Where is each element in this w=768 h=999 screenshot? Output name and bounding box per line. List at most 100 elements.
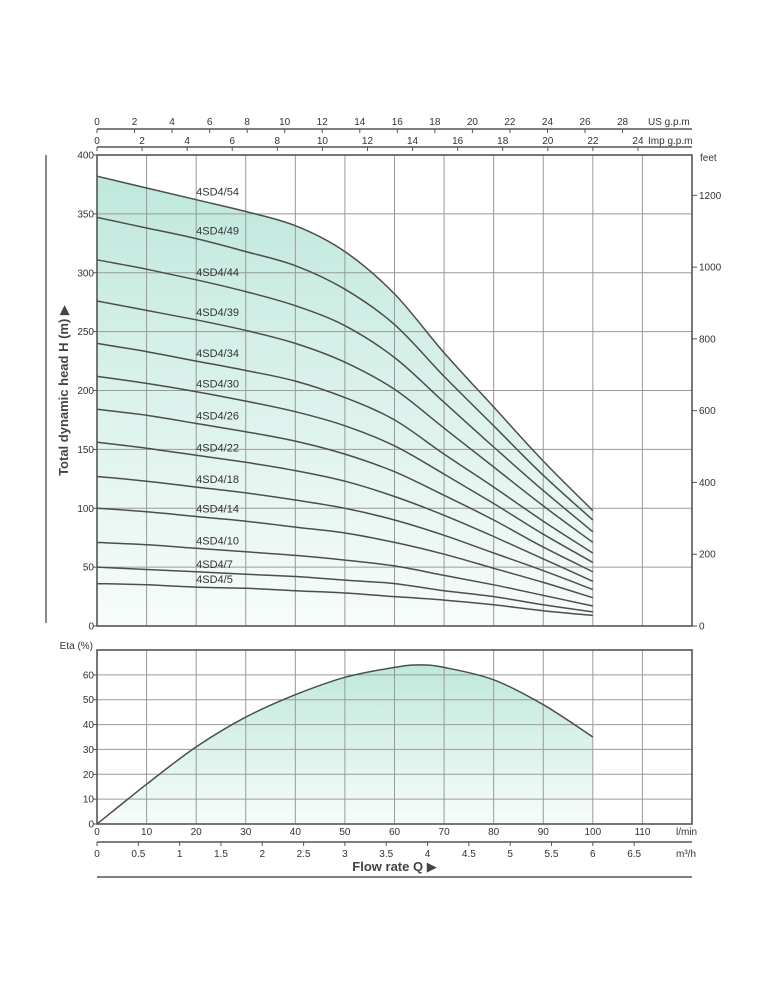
top-axis-tick-label: 10 (317, 136, 329, 147)
top-axis-tick-label: 24 (632, 136, 644, 147)
top-axis-tick-label: 20 (542, 136, 554, 147)
lmin-tick-label: 10 (141, 827, 153, 838)
top-axis-tick-label: 12 (362, 136, 374, 147)
m3h-tick-label: 4.5 (462, 849, 476, 860)
series-label: 4SD4/14 (196, 503, 239, 515)
head-y-tick-label: 100 (77, 504, 94, 515)
feet-axis-tick-label: 400 (699, 478, 716, 489)
top-axis-tick-label: 14 (407, 136, 419, 147)
top-axis-tick-label: 18 (429, 117, 441, 128)
lmin-tick-label: 40 (290, 827, 302, 838)
eta-y-tick-label: 30 (83, 745, 95, 756)
lmin-tick-label: 20 (191, 827, 203, 838)
series-label: 4SD4/7 (196, 559, 233, 571)
head-curve-4SD4-14 (96, 507, 594, 599)
top-axis-tick-label: 16 (392, 117, 404, 128)
top-axis-tick-label: 22 (504, 117, 516, 128)
eta-y-tick-label: 20 (83, 770, 95, 781)
series-label: 4SD4/10 (196, 535, 239, 547)
lmin-axis-unit: l/min (676, 827, 697, 838)
top-axis-tick-label: 20 (467, 117, 479, 128)
top-axis-tick-label: 6 (207, 117, 213, 128)
top-axis-tick-label: 10 (279, 117, 291, 128)
m3h-axis-unit: m³/h (676, 849, 696, 860)
m3h-tick-label: 2.5 (297, 849, 311, 860)
top-axis-tick-label: 18 (497, 136, 509, 147)
lmin-tick-label: 60 (389, 827, 401, 838)
feet-axis-tick-label: 1200 (699, 191, 722, 202)
m3h-tick-label: 1.5 (214, 849, 228, 860)
series-label: 4SD4/39 (196, 307, 239, 319)
top-axis-tick-label: 16 (452, 136, 464, 147)
head-curve-4SD4-5 (96, 582, 593, 617)
head-curve-4SD4-26 (96, 408, 594, 573)
head-curve-4SD4-10 (96, 541, 593, 607)
head-y-tick-label: 350 (77, 209, 94, 220)
feet-axis-unit: feet (700, 153, 717, 164)
lmin-tick-label: 100 (584, 827, 601, 838)
top-axis-tick-label: 4 (184, 136, 190, 147)
m3h-tick-label: 0.5 (131, 849, 145, 860)
head-y-tick-label: 300 (77, 268, 94, 279)
series-label: 4SD4/44 (196, 267, 239, 279)
m3h-tick-label: 1 (177, 849, 183, 860)
lmin-tick-label: 70 (439, 827, 451, 838)
feet-axis-tick-label: 1000 (699, 263, 722, 274)
head-y-tick-label: 50 (83, 563, 95, 574)
head-curve-4SD4-18 (96, 475, 594, 591)
lmin-tick-label: 90 (538, 827, 550, 838)
m3h-tick-label: 3.5 (379, 849, 393, 860)
series-label: 4SD4/30 (196, 379, 239, 391)
feet-axis-tick-label: 800 (699, 334, 716, 345)
lmin-tick-label: 50 (339, 827, 351, 838)
head-y-tick-label: 150 (77, 445, 94, 456)
feet-axis-tick-label: 200 (699, 550, 716, 561)
top-axis-unit: US g.p.m (648, 117, 690, 128)
top-axis-tick-label: 4 (169, 117, 175, 128)
head-y-tick-label: 400 (77, 151, 94, 162)
m3h-tick-label: 5 (507, 849, 513, 860)
series-label: 4SD4/5 (196, 574, 233, 586)
series-label: 4SD4/49 (196, 226, 239, 238)
top-axis-tick-label: 26 (579, 117, 591, 128)
head-curve-4SD4-44 (96, 259, 594, 533)
eta-y-axis-title: Eta (%) (60, 641, 93, 652)
top-axis-tick-label: 24 (542, 117, 554, 128)
top-axis-tick-label: 2 (132, 117, 138, 128)
x-axis-title: Flow rate Q ▶ (352, 859, 436, 874)
top-axis-unit: Imp g.p.m (648, 136, 692, 147)
lmin-tick-label: 110 (634, 827, 650, 838)
eta-curve (96, 664, 594, 825)
feet-axis-tick-label: 0 (699, 622, 705, 633)
top-axis-tick-label: 6 (229, 136, 235, 147)
head-y-tick-label: 200 (77, 386, 94, 397)
head-curve-4SD4-34 (96, 342, 594, 554)
head-curve-4SD4-30 (96, 375, 594, 564)
lmin-tick-label: 30 (240, 827, 252, 838)
feet-axis-tick-label: 600 (699, 406, 716, 417)
top-axis-tick-label: 8 (244, 117, 250, 128)
m3h-tick-label: 2 (259, 849, 265, 860)
eta-y-tick-label: 10 (83, 795, 95, 806)
head-curve-4SD4-22 (96, 441, 594, 582)
head-curve-4SD4-54 (96, 175, 594, 512)
m3h-tick-label: 3 (342, 849, 348, 860)
eta-y-tick-label: 50 (83, 695, 95, 706)
eta-plot-frame (96, 649, 693, 825)
m3h-tick-label: 6.5 (627, 849, 641, 860)
eta-y-tick-label: 60 (83, 670, 95, 681)
series-label: 4SD4/22 (196, 442, 239, 454)
top-axis-tick-label: 22 (587, 136, 599, 147)
top-axis-tick-label: 2 (139, 136, 145, 147)
head-y-tick-label: 250 (77, 327, 94, 338)
series-label: 4SD4/34 (196, 348, 239, 360)
series-label: 4SD4/54 (196, 187, 239, 199)
eta-y-tick-label: 40 (83, 720, 95, 731)
m3h-tick-label: 5.5 (545, 849, 559, 860)
lmin-tick-label: 0 (94, 827, 100, 838)
eta-y-tick-label: 0 (88, 820, 94, 831)
head-curve-4SD4-49 (96, 216, 594, 521)
top-axis-tick-label: 28 (617, 117, 629, 128)
top-axis-tick-label: 14 (354, 117, 366, 128)
